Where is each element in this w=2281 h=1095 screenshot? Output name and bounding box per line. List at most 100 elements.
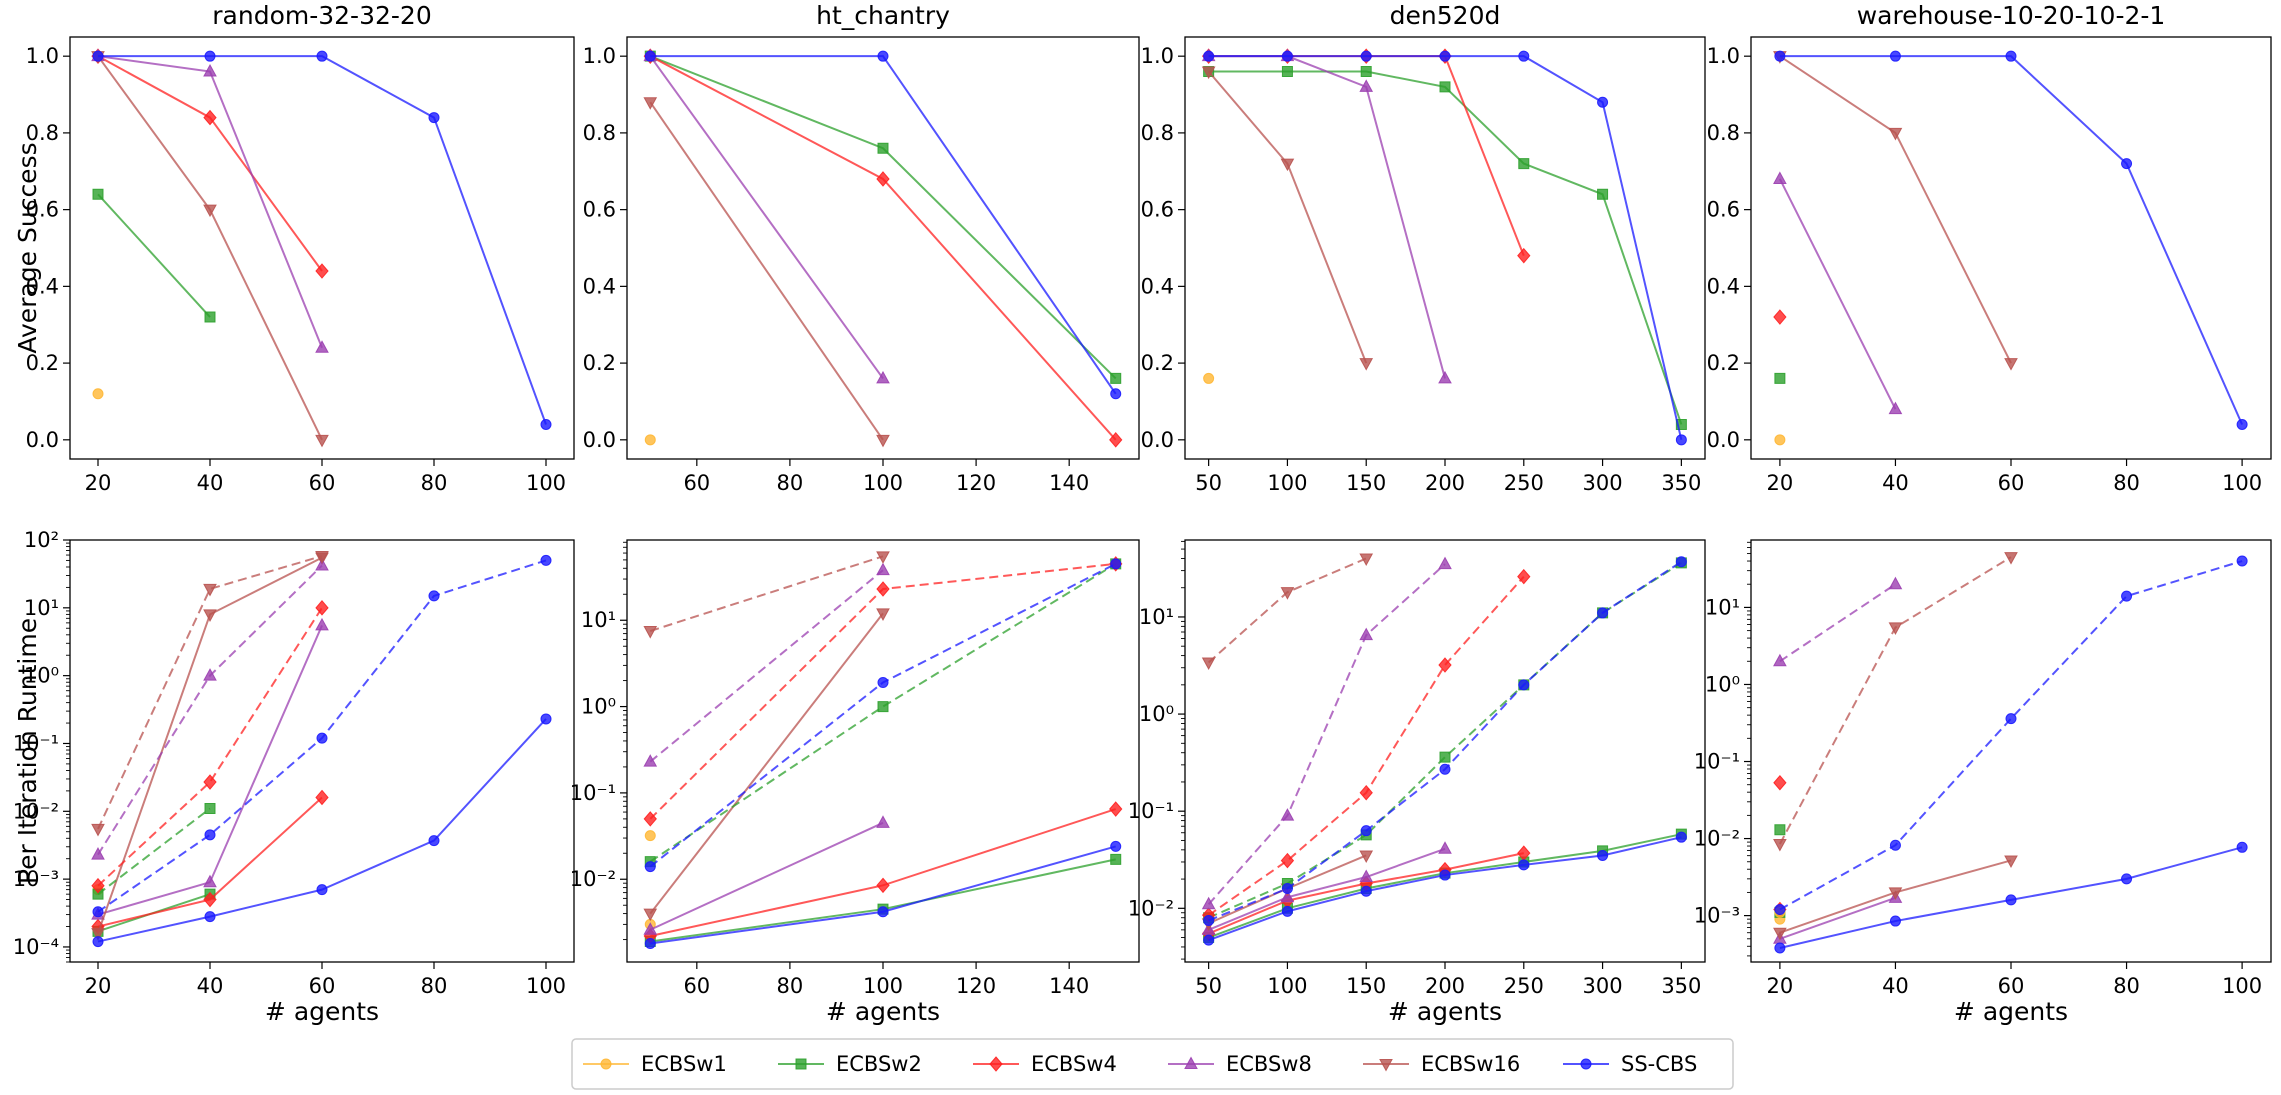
series-ss-cbs-solid bbox=[92, 713, 552, 948]
panel-runtime-den: 50 100 150 200 250 300 350 10⁻² 10⁻¹ 10⁰ 10¹ # agen… bbox=[1128, 539, 1706, 1026]
series-ss-cbs-dashed bbox=[92, 554, 552, 918]
y-tick-label: 10⁰ bbox=[1139, 702, 1174, 726]
data-point bbox=[1518, 859, 1530, 871]
legend-label: ECBSw2 bbox=[836, 1052, 922, 1076]
series-line bbox=[97, 555, 323, 830]
series-ecbsw2-solid bbox=[92, 188, 216, 323]
y-tick-label: 10⁻² bbox=[570, 867, 616, 891]
x-tick-label: 60 bbox=[683, 471, 710, 495]
data-point bbox=[1359, 627, 1374, 641]
x-tick-label: 350 bbox=[1661, 471, 1701, 495]
data-point bbox=[1774, 50, 1786, 62]
data-point bbox=[315, 600, 329, 616]
data-point bbox=[1109, 801, 1123, 817]
x-tick-label: 250 bbox=[1504, 974, 1544, 998]
data-point bbox=[644, 938, 656, 950]
series-line bbox=[649, 569, 884, 763]
data-point bbox=[2004, 552, 2018, 565]
data-point bbox=[428, 112, 440, 124]
data-point bbox=[2121, 590, 2133, 602]
data-point bbox=[643, 754, 658, 767]
data-point bbox=[1774, 434, 1786, 446]
y-tick-label: 0.8 bbox=[583, 121, 616, 145]
y-tick-label: 0.0 bbox=[1707, 428, 1740, 452]
data-point bbox=[876, 608, 890, 621]
x-tick-label: 140 bbox=[1049, 974, 1089, 998]
data-point bbox=[1280, 587, 1295, 600]
data-point bbox=[1281, 905, 1293, 917]
x-tick-label: 300 bbox=[1583, 471, 1623, 495]
data-point bbox=[877, 906, 889, 918]
data-point bbox=[203, 774, 217, 790]
x-tick-label: 100 bbox=[2222, 471, 2262, 495]
data-point bbox=[1110, 840, 1122, 852]
data-point bbox=[204, 311, 216, 323]
data-point bbox=[2121, 873, 2133, 885]
series-ecbsw2-solid bbox=[644, 50, 1122, 384]
data-point bbox=[203, 583, 217, 597]
data-point bbox=[1359, 553, 1374, 567]
y-tick-label: 1.0 bbox=[1707, 44, 1740, 68]
data-point bbox=[877, 701, 889, 713]
data-point bbox=[1360, 50, 1372, 62]
y-tick-label: 10⁻³ bbox=[13, 867, 59, 891]
x-tick-label: 100 bbox=[526, 471, 566, 495]
series-ecbsw16-dashed bbox=[643, 551, 890, 639]
series-ecbsw4-dashed bbox=[91, 600, 329, 894]
x-tick-label: 150 bbox=[1346, 974, 1386, 998]
data-point bbox=[877, 50, 889, 62]
series-ss-cbs-dashed bbox=[644, 558, 1122, 873]
series-line bbox=[650, 55, 1117, 395]
series-line bbox=[97, 193, 211, 318]
x-tick-label: 80 bbox=[777, 471, 804, 495]
series-line bbox=[98, 55, 547, 425]
panel-success-warehouse: 20 40 60 80 100 0.0 0.2 0.4 0.6 0.8 1.0 warehouse-1… bbox=[1707, 1, 2272, 495]
data-point bbox=[1281, 50, 1293, 62]
series-line bbox=[649, 612, 884, 915]
series-ecbsw8-solid bbox=[91, 617, 329, 920]
legend-label: ECBSw1 bbox=[641, 1052, 727, 1076]
series-line bbox=[97, 807, 211, 895]
series-ss-cbs-solid bbox=[644, 840, 1122, 950]
x-tick-label: 60 bbox=[309, 471, 336, 495]
data-point bbox=[1888, 576, 1903, 590]
y-tick-label: 0.4 bbox=[1141, 274, 1174, 298]
data-point bbox=[203, 109, 217, 126]
plot-area bbox=[1773, 50, 2248, 446]
data-point bbox=[1439, 869, 1451, 881]
data-point bbox=[877, 677, 889, 689]
x-tick-label: 20 bbox=[85, 471, 112, 495]
series-ecbsw4-solid bbox=[643, 48, 1123, 448]
data-point bbox=[315, 789, 329, 806]
data-point bbox=[643, 811, 657, 827]
y-tick-label: 0.2 bbox=[1141, 351, 1174, 375]
data-point bbox=[643, 626, 658, 639]
y-tick-label: 1.0 bbox=[26, 44, 59, 68]
x-tick-label: 140 bbox=[1049, 471, 1089, 495]
y-tick-label: 10⁰ bbox=[1705, 672, 1740, 696]
y-tick-label: 10² bbox=[24, 528, 59, 552]
data-point bbox=[1597, 96, 1609, 108]
data-point bbox=[92, 936, 104, 948]
panel-runtime-random: 20 40 60 80 100 10⁻⁴ 10⁻³ 10⁻² 10⁻¹ 10⁰ 10¹ 10² Per … bbox=[13, 528, 575, 1026]
data-point bbox=[1774, 942, 1786, 954]
x-tick-label: 80 bbox=[2113, 974, 2140, 998]
data-point bbox=[1889, 915, 1901, 927]
x-tick-label: 300 bbox=[1583, 974, 1623, 998]
data-point bbox=[2236, 418, 2248, 430]
legend-frame bbox=[571, 1038, 1734, 1090]
y-tick-label: 10⁰ bbox=[24, 664, 59, 688]
legend-marker bbox=[1580, 1058, 1592, 1070]
data-point bbox=[1518, 158, 1530, 170]
y-tick-label: 10⁻⁴ bbox=[13, 935, 59, 959]
data-point bbox=[1360, 66, 1372, 78]
data-point bbox=[876, 815, 890, 828]
series-ss-cbs-solid bbox=[1203, 831, 1687, 946]
panel-title: den520d bbox=[1390, 1, 1501, 30]
data-point bbox=[315, 617, 329, 631]
panel-title: warehouse-10-20-10-2-1 bbox=[1857, 1, 2166, 30]
data-point bbox=[1889, 50, 1901, 62]
x-tick-label: 80 bbox=[2113, 471, 2140, 495]
series-ecbsw2-solid bbox=[644, 853, 1122, 948]
data-point bbox=[1888, 622, 1903, 635]
